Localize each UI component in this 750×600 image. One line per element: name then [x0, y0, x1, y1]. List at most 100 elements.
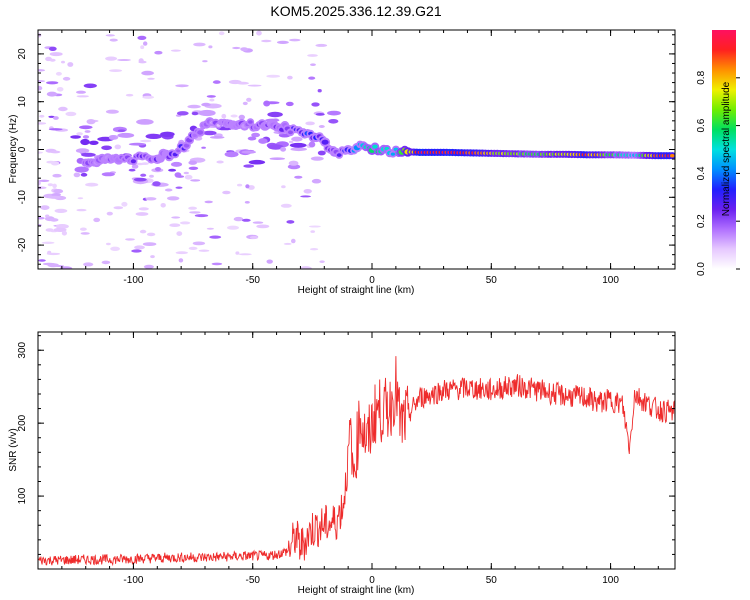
- spectrogram-noise-blob: [183, 171, 189, 175]
- spectrogram-noise-blob: [288, 140, 294, 144]
- spectrogram-noise-blob: [237, 183, 243, 187]
- spectrogram-noise-blob: [170, 49, 181, 52]
- spectrogram-noise-blob: [53, 116, 59, 120]
- spectrogram-patch: [267, 144, 284, 150]
- spectrogram-noise-blob: [147, 77, 155, 80]
- spectrogram-noise-blob: [61, 230, 67, 236]
- snr-frame: [37, 331, 676, 570]
- spec-x-tick-label: -100: [123, 275, 143, 286]
- spectrogram-noise-blob: [204, 200, 213, 204]
- spec-y-tick-label: 20: [17, 48, 28, 60]
- spectrogram-noise-blob: [194, 214, 209, 218]
- spectrogram-noise-blob: [114, 144, 122, 150]
- spectrogram-noise-blob: [206, 95, 216, 98]
- spectrogram-noise-blob: [315, 43, 328, 47]
- spectrogram-noise-blob: [300, 195, 312, 198]
- spectrogram-noise-blob: [110, 246, 120, 251]
- spectrogram-patch: [70, 135, 81, 139]
- spectrogram-noise-blob: [55, 224, 69, 229]
- spectrogram-noise-blob: [38, 186, 47, 190]
- spectrogram-patch: [243, 164, 255, 168]
- spectrogram-noise-blob: [266, 74, 281, 78]
- spectrogram-patch: [175, 175, 185, 178]
- spectrogram-patch: [131, 164, 139, 169]
- spectrogram-noise-blob: [65, 111, 77, 117]
- spectrogram-noise-blob: [141, 162, 149, 166]
- spectrogram-noise-blob: [143, 41, 148, 46]
- spectrogram-patch: [140, 173, 147, 177]
- spectrogram-noise-blob: [289, 38, 301, 42]
- spectrogram-patch: [101, 145, 112, 151]
- spectrogram-noise-blob: [198, 249, 210, 252]
- spectrogram-noise-blob: [308, 76, 316, 80]
- spectrogram-noise-blob: [106, 211, 113, 216]
- spectrogram-noise-blob: [319, 260, 325, 264]
- spectrogram-patch: [117, 129, 126, 132]
- spectrogram-noise-blob: [67, 62, 74, 67]
- snr-x-tick-label: 100: [602, 575, 619, 586]
- spectrogram-noise-blob: [256, 30, 262, 36]
- spectrogram-noise-blob: [83, 262, 94, 267]
- spectrogram-patch: [224, 151, 239, 158]
- spectrogram-noise-blob: [201, 146, 206, 149]
- spectrogram-noise-blob: [238, 253, 252, 256]
- snr-x-tick-label: 0: [369, 575, 375, 586]
- spectrogram-noise-blob: [193, 42, 206, 47]
- spectrogram-noise-blob: [73, 172, 81, 178]
- spectrogram-noise-blob: [138, 60, 147, 64]
- snr-x-axis-label: Height of straight line (km): [298, 585, 415, 596]
- spectrogram-noise-blob: [105, 56, 118, 61]
- spectrogram-ridge-cell: [670, 154, 675, 158]
- spectrogram-noise-blob: [83, 83, 97, 89]
- colorbar-gradient: [712, 30, 736, 269]
- spectrogram-noise-blob: [317, 89, 322, 93]
- spectrogram-ridge-cell: [390, 152, 395, 156]
- spectrogram-noise-blob: [308, 225, 321, 228]
- spectrogram-patch: [280, 146, 287, 152]
- spectrogram-patch: [188, 160, 197, 165]
- spectrogram-patch: [287, 164, 301, 170]
- spectrogram-noise-blob: [245, 184, 250, 189]
- spectrogram-noise-blob: [46, 252, 61, 256]
- spectrogram-noise-blob: [76, 95, 90, 98]
- spectrogram-noise-blob: [235, 251, 240, 255]
- spectrogram-noise-blob: [192, 241, 206, 246]
- spec-y-tick-label: -20: [17, 237, 28, 252]
- spectrogram-noise-blob: [233, 216, 244, 222]
- spectrogram-noise-blob: [222, 190, 231, 195]
- spectrogram-noise-blob: [135, 212, 149, 216]
- spectrogram-patch: [101, 172, 115, 177]
- spectrogram-noise-blob: [230, 114, 238, 118]
- spectrogram-patch: [288, 160, 299, 166]
- spectrogram-noise-blob: [79, 125, 93, 130]
- spectrogram-noise-blob: [142, 95, 155, 99]
- spectrogram-x-axis-label: Height of straight line (km): [298, 285, 415, 296]
- spectrogram-noise-blob: [280, 203, 292, 208]
- spectrogram-patch: [176, 111, 189, 116]
- spectrogram-noise-blob: [40, 205, 50, 211]
- spectrogram-noise-blob: [176, 231, 183, 237]
- spectrogram-noise-blob: [48, 128, 63, 131]
- spectrogram-noise-blob: [52, 183, 57, 189]
- spectrogram-noise-blob: [142, 242, 157, 247]
- spectrogram-ridge-cell: [192, 133, 198, 137]
- spectrogram-patch: [264, 101, 280, 105]
- spectrogram-noise-blob: [105, 34, 116, 37]
- spectrogram-patch: [80, 172, 88, 177]
- spectrogram-noise-blob: [154, 50, 163, 55]
- spectrogram-noise-blob: [140, 45, 145, 50]
- spectrogram-noise-blob: [55, 71, 62, 76]
- spectrogram-noise-blob: [294, 175, 303, 179]
- spectrogram-noise-blob: [221, 113, 227, 119]
- spectrogram-noise-blob: [41, 241, 55, 244]
- spectrogram-noise-blob: [188, 246, 198, 250]
- spectrogram-noise-blob: [106, 242, 111, 246]
- spec-y-tick-label: 10: [17, 96, 28, 108]
- spectrogram-noise-blob: [54, 208, 68, 213]
- spectrogram-noise-blob: [46, 91, 58, 97]
- spectrogram-noise-blob: [311, 178, 322, 184]
- spectrogram-patch: [267, 111, 283, 118]
- spectrogram-noise-blob: [49, 58, 56, 62]
- spectrogram-ridge-cell: [183, 143, 190, 148]
